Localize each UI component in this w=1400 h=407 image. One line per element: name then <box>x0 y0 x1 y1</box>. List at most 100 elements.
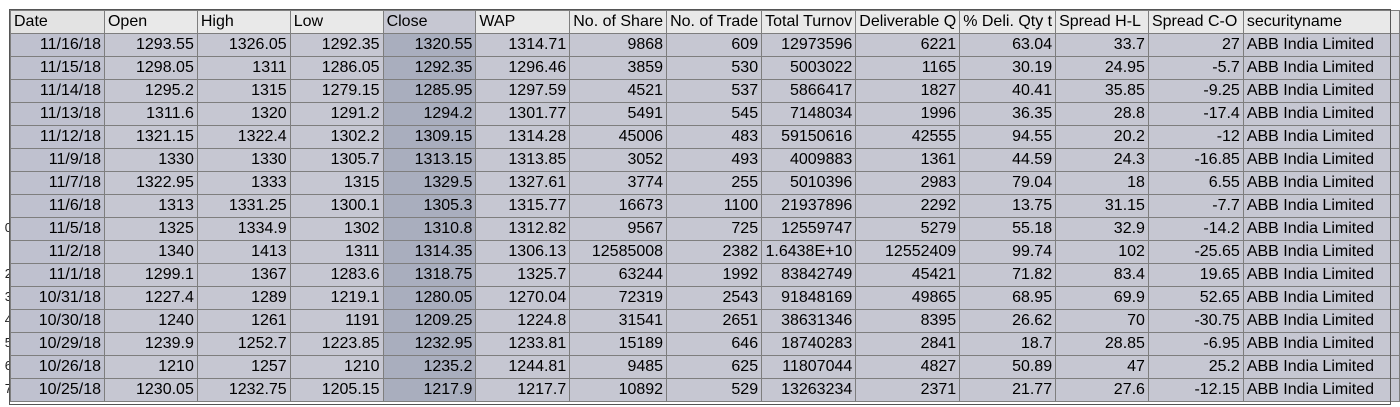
row-number[interactable]: 7 <box>4 381 12 396</box>
cell-no-of-trades[interactable]: 1992 <box>666 263 763 287</box>
cell-pct-deli-qty[interactable]: 26.62 <box>959 309 1057 333</box>
cell-open[interactable]: 1239.9 <box>103 332 198 356</box>
cell-low[interactable]: 1286.05 <box>289 56 384 80</box>
cell-no-of-trades[interactable]: 545 <box>666 102 763 126</box>
cell-close[interactable]: 1285.95 <box>382 79 477 103</box>
cell-spread-h-l[interactable]: 70 <box>1055 309 1149 333</box>
cell-total-turnover[interactable]: 11807044 <box>761 355 857 379</box>
cell-no-of-trades[interactable]: 646 <box>666 332 763 356</box>
cell-close[interactable]: 1309.15 <box>382 125 477 149</box>
cell-low[interactable]: 1205.15 <box>289 378 384 402</box>
cell-high[interactable]: 1232.75 <box>196 378 291 402</box>
cell-low[interactable]: 1210 <box>289 355 384 379</box>
column-header-pct-deli-qty[interactable]: % Deli. Qty t <box>959 10 1057 34</box>
cell-spread-h-l[interactable]: 18 <box>1055 171 1149 195</box>
cell-deliverable-qty[interactable]: 1996 <box>855 102 961 126</box>
cell-pct-deli-qty[interactable]: 18.7 <box>959 332 1057 356</box>
cell-close[interactable]: 1235.2 <box>382 355 477 379</box>
cell-low[interactable]: 1191 <box>289 309 384 333</box>
cell-close[interactable]: 1314.35 <box>382 240 477 264</box>
cell-wap[interactable]: 1270.04 <box>475 286 571 310</box>
cell-high[interactable]: 1334.9 <box>196 217 291 241</box>
cell-low[interactable]: 1302.2 <box>289 125 384 149</box>
cell-pct-deli-qty[interactable]: 21.77 <box>959 378 1057 402</box>
cell-date[interactable]: 11/7/18 <box>10 171 105 195</box>
cell-low[interactable]: 1291.2 <box>289 102 384 126</box>
cell-high[interactable]: 1261 <box>196 309 291 333</box>
column-header-low[interactable]: Low <box>289 10 384 34</box>
cell-low[interactable]: 1283.6 <box>289 263 384 287</box>
cell-close[interactable]: 1320.55 <box>382 33 477 57</box>
cell-spread-c-o[interactable]: -30.75 <box>1147 309 1244 333</box>
cell-date[interactable]: 11/5/18 <box>10 217 105 241</box>
cell-total-turnover[interactable]: 12973596 <box>761 33 857 57</box>
cell-date[interactable]: 10/30/18 <box>10 309 105 333</box>
cell-close[interactable]: 1318.75 <box>382 263 477 287</box>
cell-open[interactable]: 1230.05 <box>103 378 198 402</box>
cell-date[interactable]: 10/25/18 <box>10 378 105 402</box>
row-number[interactable]: 4 <box>4 312 12 327</box>
cell-securityname[interactable]: ABB India Limited <box>1242 309 1400 333</box>
cell-no-of-shares[interactable]: 9485 <box>569 355 668 379</box>
cell-date[interactable]: 11/16/18 <box>10 33 105 57</box>
cell-deliverable-qty[interactable]: 1361 <box>855 148 961 172</box>
cell-close[interactable]: 1329.5 <box>382 171 477 195</box>
cell-total-turnover[interactable]: 7148034 <box>761 102 857 126</box>
cell-spread-c-o[interactable]: 52.65 <box>1147 286 1244 310</box>
cell-spread-c-o[interactable]: -5.7 <box>1147 56 1244 80</box>
cell-no-of-shares[interactable]: 3774 <box>569 171 668 195</box>
cell-deliverable-qty[interactable]: 49865 <box>855 286 961 310</box>
cell-no-of-trades[interactable]: 625 <box>666 355 763 379</box>
cell-deliverable-qty[interactable]: 8395 <box>855 309 961 333</box>
cell-pct-deli-qty[interactable]: 68.95 <box>959 286 1057 310</box>
cell-deliverable-qty[interactable]: 6221 <box>855 33 961 57</box>
cell-securityname[interactable]: ABB India Limited <box>1242 148 1400 172</box>
cell-spread-c-o[interactable]: -14.2 <box>1147 217 1244 241</box>
cell-low[interactable]: 1279.15 <box>289 79 384 103</box>
cell-close[interactable]: 1305.3 <box>382 194 477 218</box>
cell-high[interactable]: 1333 <box>196 171 291 195</box>
cell-spread-c-o[interactable]: -17.4 <box>1147 102 1244 126</box>
cell-high[interactable]: 1326.05 <box>196 33 291 57</box>
row-number[interactable]: 6 <box>4 358 12 373</box>
cell-high[interactable]: 1413 <box>196 240 291 264</box>
cell-high[interactable]: 1331.25 <box>196 194 291 218</box>
cell-spread-h-l[interactable]: 102 <box>1055 240 1149 264</box>
cell-high[interactable]: 1330 <box>196 148 291 172</box>
cell-high[interactable]: 1289 <box>196 286 291 310</box>
cell-open[interactable]: 1227.4 <box>103 286 198 310</box>
cell-open[interactable]: 1240 <box>103 309 198 333</box>
cell-open[interactable]: 1293.55 <box>103 33 198 57</box>
cell-pct-deli-qty[interactable]: 44.59 <box>959 148 1057 172</box>
cell-no-of-trades[interactable]: 530 <box>666 56 763 80</box>
cell-high[interactable]: 1367 <box>196 263 291 287</box>
cell-no-of-trades[interactable]: 255 <box>666 171 763 195</box>
cell-wap[interactable]: 1297.59 <box>475 79 571 103</box>
cell-open[interactable]: 1299.1 <box>103 263 198 287</box>
cell-date[interactable]: 11/9/18 <box>10 148 105 172</box>
cell-spread-h-l[interactable]: 83.4 <box>1055 263 1149 287</box>
cell-no-of-trades[interactable]: 1100 <box>666 194 763 218</box>
cell-spread-c-o[interactable]: -7.7 <box>1147 194 1244 218</box>
column-header-date[interactable]: Date <box>10 10 105 34</box>
cell-no-of-shares[interactable]: 4521 <box>569 79 668 103</box>
cell-wap[interactable]: 1306.13 <box>475 240 571 264</box>
cell-deliverable-qty[interactable]: 1165 <box>855 56 961 80</box>
cell-no-of-shares[interactable]: 15189 <box>569 332 668 356</box>
cell-pct-deli-qty[interactable]: 30.19 <box>959 56 1057 80</box>
cell-wap[interactable]: 1314.71 <box>475 33 571 57</box>
cell-wap[interactable]: 1224.8 <box>475 309 571 333</box>
cell-total-turnover[interactable]: 5866417 <box>761 79 857 103</box>
cell-pct-deli-qty[interactable]: 40.41 <box>959 79 1057 103</box>
cell-no-of-shares[interactable]: 31541 <box>569 309 668 333</box>
cell-pct-deli-qty[interactable]: 99.74 <box>959 240 1057 264</box>
cell-no-of-shares[interactable]: 3052 <box>569 148 668 172</box>
cell-deliverable-qty[interactable]: 1827 <box>855 79 961 103</box>
column-header-no-of-trades[interactable]: No. of Trade <box>666 10 763 34</box>
cell-open[interactable]: 1313 <box>103 194 198 218</box>
cell-spread-c-o[interactable]: 6.55 <box>1147 171 1244 195</box>
cell-open[interactable]: 1298.05 <box>103 56 198 80</box>
cell-total-turnover[interactable]: 12559747 <box>761 217 857 241</box>
cell-total-turnover[interactable]: 5003022 <box>761 56 857 80</box>
cell-close[interactable]: 1209.25 <box>382 309 477 333</box>
